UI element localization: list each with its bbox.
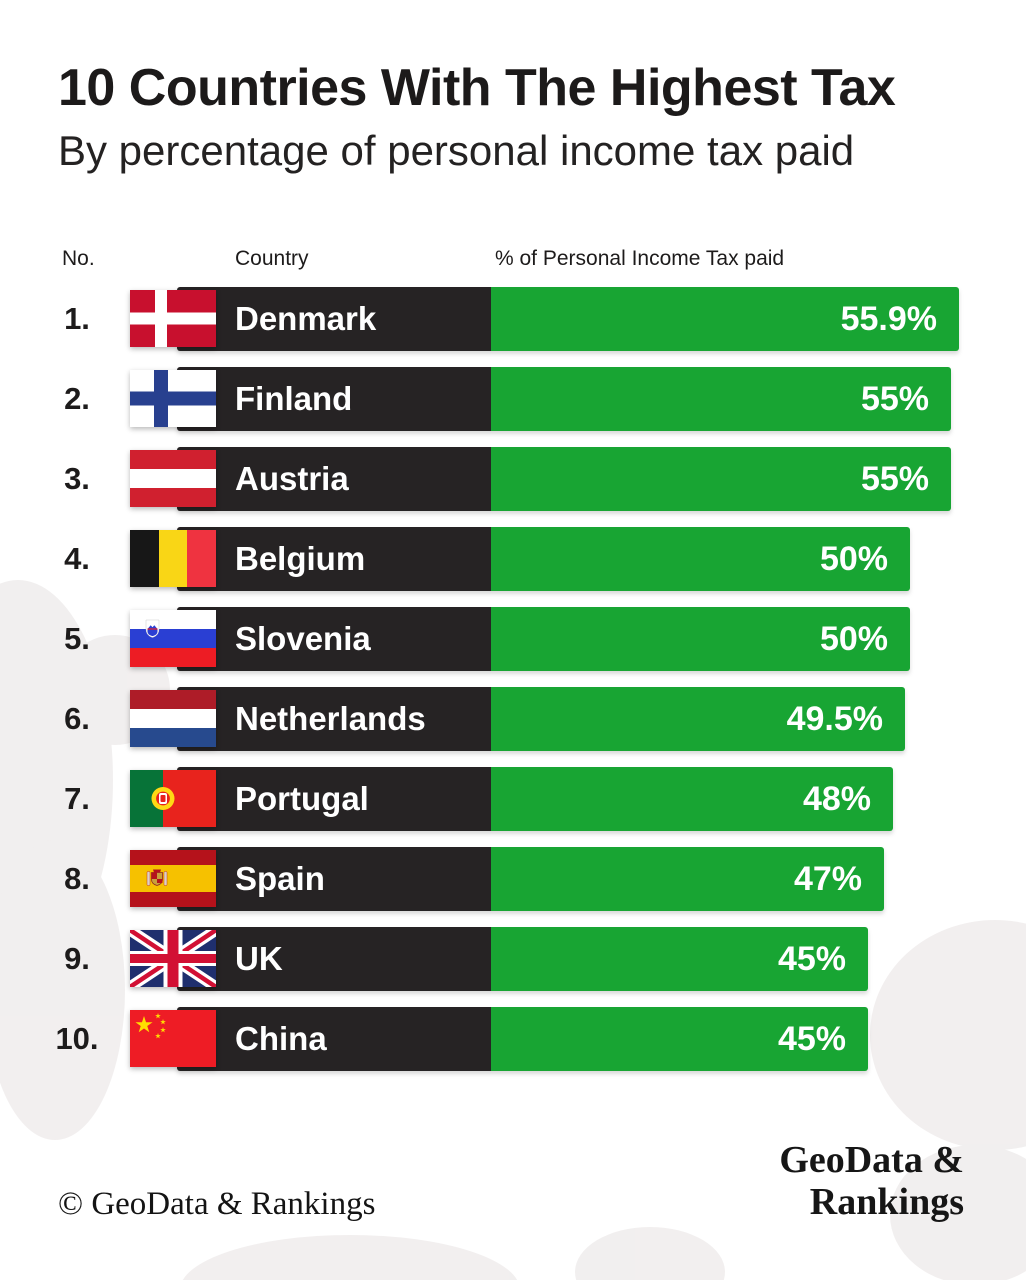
percent-label: 45% [777, 1019, 846, 1058]
country-label: Belgium [235, 540, 366, 577]
rank-number: 1. [64, 301, 90, 336]
page-subtitle: By percentage of personal income tax pai… [58, 127, 855, 174]
percent-label: 45% [777, 939, 846, 978]
brand-logo-line2: Rankings [809, 1180, 964, 1223]
percent-label: 55.9% [840, 299, 937, 338]
rank-number: 4. [64, 541, 90, 576]
column-header-country: Country [235, 247, 309, 270]
country-name-segment: Spain [177, 847, 491, 911]
value-bar: 45% [491, 927, 868, 991]
value-bar: 47% [491, 847, 884, 911]
percent-label: 55% [860, 459, 929, 498]
country-bar: UK 45% [177, 927, 868, 991]
slovenia-flag-icon [130, 610, 216, 667]
percent-label: 48% [802, 779, 871, 818]
country-name-segment: UK [177, 927, 491, 991]
belgium-flag-icon [130, 530, 216, 587]
rank-number: 5. [64, 621, 90, 656]
country-name-segment: Austria [177, 447, 491, 511]
value-bar: 55.9% [491, 287, 959, 351]
country-name-segment: Denmark [177, 287, 491, 351]
rank-number: 7. [64, 781, 90, 816]
column-header-value: % of Personal Income Tax paid [495, 247, 785, 270]
country-bar: Netherlands 49.5% [177, 687, 905, 751]
country-name-segment: Belgium [177, 527, 491, 591]
rank-number: 10. [55, 1021, 99, 1056]
country-label: China [235, 1020, 327, 1057]
country-name-segment: China [177, 1007, 491, 1071]
country-label: Spain [235, 860, 325, 897]
country-label: Denmark [235, 300, 377, 337]
value-bar: 50% [491, 607, 910, 671]
spain-flag-icon [130, 850, 216, 907]
percent-label: 50% [819, 539, 888, 578]
country-name-segment: Netherlands [177, 687, 491, 751]
copyright-text: © GeoData & Rankings [58, 1186, 376, 1222]
country-label: UK [235, 940, 283, 977]
country-label: Netherlands [235, 700, 426, 737]
value-bar: 45% [491, 1007, 868, 1071]
value-bar: 48% [491, 767, 893, 831]
austria-flag-icon [130, 450, 216, 507]
rank-number: 2. [64, 381, 90, 416]
brand-logo-line1: GeoData & [779, 1139, 964, 1181]
table-row: 3. Austria 55% [0, 447, 1026, 511]
uk-flag-icon [130, 930, 216, 987]
rank-number: 8. [64, 861, 90, 896]
value-bar: 49.5% [491, 687, 905, 751]
country-bar: Denmark 55.9% [177, 287, 959, 351]
percent-label: 47% [793, 859, 862, 898]
ranking-list: 1. Denmark 55.9% 2. Finland 55% 3. Austr [0, 287, 1026, 1087]
portugal-flag-icon [130, 770, 216, 827]
country-name-segment: Slovenia [177, 607, 491, 671]
rank-number: 9. [64, 941, 90, 976]
china-flag-icon [130, 1010, 216, 1067]
table-row: 10. China 45% [0, 1007, 1026, 1071]
brand-logo: GeoData & Rankings [779, 1139, 964, 1224]
table-row: 9. UK 45% [0, 927, 1026, 991]
country-label: Portugal [235, 780, 369, 817]
rank-number: 6. [64, 701, 90, 736]
table-row: 8. Spain 47% [0, 847, 1026, 911]
country-name-segment: Finland [177, 367, 491, 431]
country-label: Slovenia [235, 620, 371, 657]
country-bar: Finland 55% [177, 367, 951, 431]
country-bar: Portugal 48% [177, 767, 893, 831]
country-label: Austria [235, 460, 349, 497]
country-name-segment: Portugal [177, 767, 491, 831]
value-bar: 50% [491, 527, 910, 591]
percent-label: 50% [819, 619, 888, 658]
country-bar: China 45% [177, 1007, 868, 1071]
table-row: 2. Finland 55% [0, 367, 1026, 431]
country-bar: Belgium 50% [177, 527, 910, 591]
table-row: 7. Portugal 48% [0, 767, 1026, 831]
table-row: 1. Denmark 55.9% [0, 287, 1026, 351]
percent-label: 49.5% [786, 699, 883, 738]
value-bar: 55% [491, 447, 951, 511]
table-row: 5. Slovenia 50% [0, 607, 1026, 671]
country-bar: Austria 55% [177, 447, 951, 511]
table-row: 4. Belgium 50% [0, 527, 1026, 591]
column-header-no: No. [62, 247, 95, 270]
page-title: 10 Countries With The Highest Tax [58, 59, 896, 117]
country-bar: Slovenia 50% [177, 607, 910, 671]
table-row: 6. Netherlands 49.5% [0, 687, 1026, 751]
percent-label: 55% [860, 379, 929, 418]
value-bar: 55% [491, 367, 951, 431]
country-label: Finland [235, 380, 353, 417]
finland-flag-icon [130, 370, 216, 427]
rank-number: 3. [64, 461, 90, 496]
denmark-flag-icon [130, 290, 216, 347]
country-bar: Spain 47% [177, 847, 884, 911]
netherlands-flag-icon [130, 690, 216, 747]
